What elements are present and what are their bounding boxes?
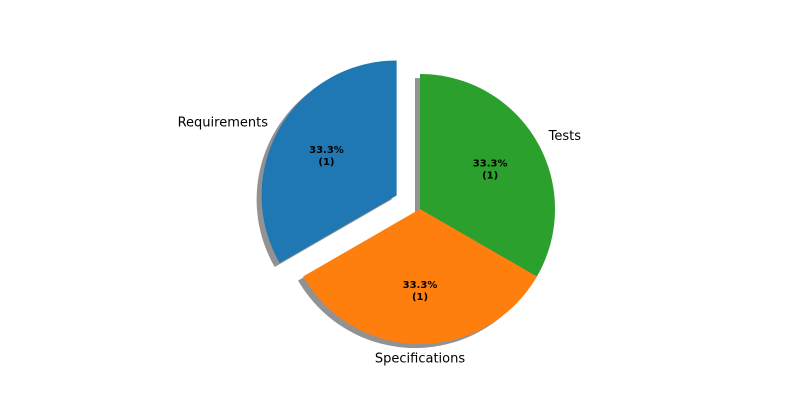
wedge-requirements — [261, 60, 397, 263]
category-label-specifications: Specifications — [375, 352, 465, 367]
category-label-tests: Tests — [548, 129, 582, 144]
pct-label-specifications: 33.3% (1) — [403, 280, 438, 303]
category-label-requirements: Requirements — [178, 115, 269, 130]
wedge-tests — [420, 74, 555, 277]
labels: 33.3% (1) Requirements 33.3% (1) Specificatio… — [178, 115, 582, 366]
pct-label-requirements: 33.3% (1) — [309, 145, 344, 168]
pct-label-tests: 33.3% (1) — [473, 159, 508, 182]
wedges — [261, 60, 555, 344]
